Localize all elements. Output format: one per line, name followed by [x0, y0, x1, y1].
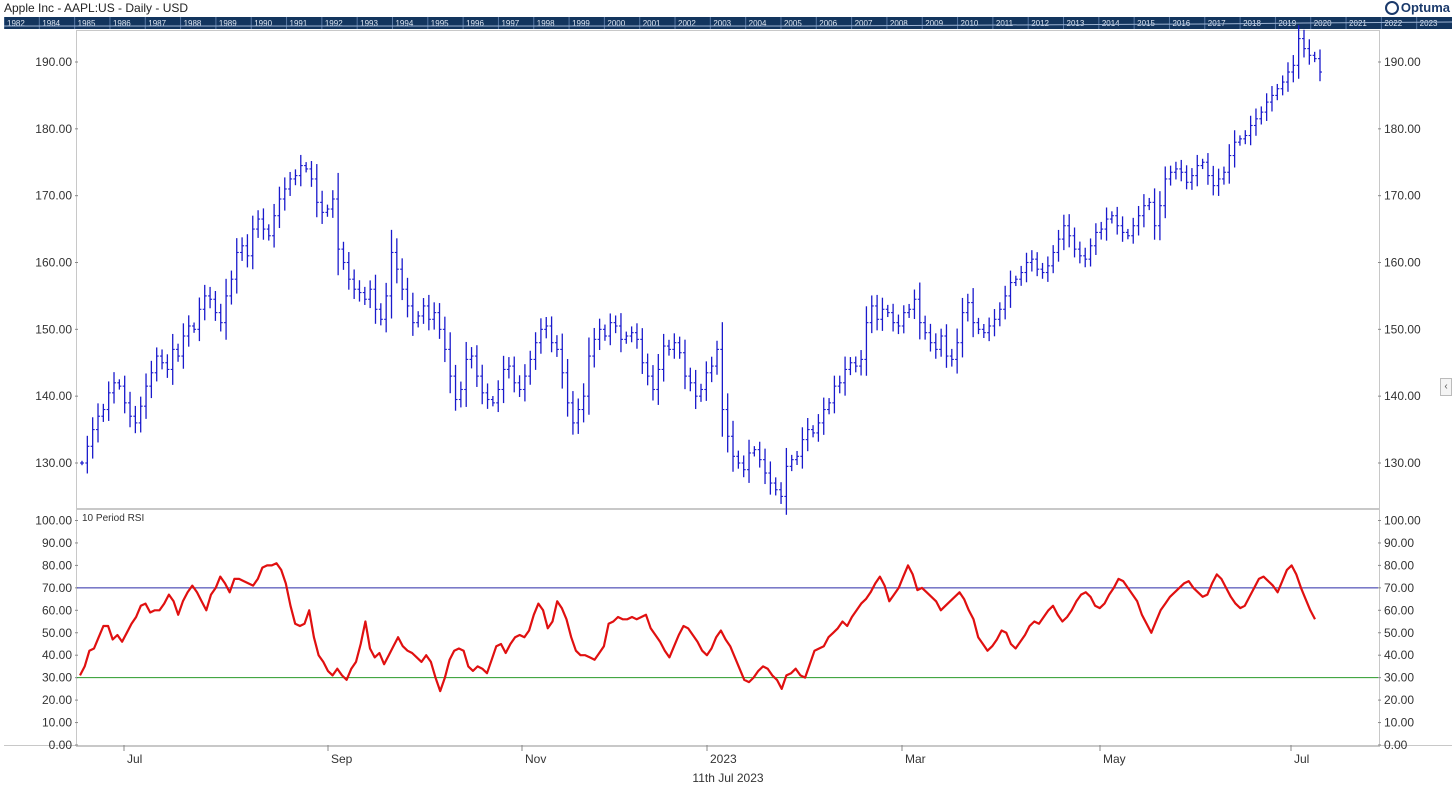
price-left-tick-label: 140.00 — [35, 389, 72, 403]
rsi-left-tick-label: 50.00 — [42, 626, 72, 640]
optuma-logo: Optuma — [1384, 0, 1450, 15]
overview-year-label: 2012 — [1031, 19, 1049, 28]
rsi-left-tick-label: 100.00 — [35, 514, 72, 528]
price-right-tick-label: 190.00 — [1384, 55, 1421, 69]
overview-year-label: 1989 — [219, 19, 237, 28]
rsi-right-tick-label: 50.00 — [1384, 626, 1414, 640]
price-panel[interactable] — [76, 30, 1380, 510]
overview-year-label: 2015 — [1137, 19, 1155, 28]
overview-year-label: 2008 — [890, 19, 908, 28]
overview-price-trace — [4, 21, 1452, 27]
rsi-left-tick-label: 10.00 — [42, 716, 72, 730]
history-overview-bar[interactable]: 1982 1984 1985 1986 1987 1988 1989 1990 1991 1992… — [4, 17, 1452, 29]
time-axis-label: Nov — [525, 752, 546, 766]
rsi-right-tick-label: 10.00 — [1384, 716, 1414, 730]
time-axis-label: Jul — [1294, 752, 1309, 766]
rsi-right-tick-label: 70.00 — [1384, 581, 1414, 595]
time-axis-label: May — [1103, 752, 1126, 766]
overview-year-label: 2009 — [925, 19, 943, 28]
overview-year-label: 1988 — [184, 19, 202, 28]
rsi-right-tick-label: 60.00 — [1384, 603, 1414, 617]
rsi-right-tick-label: 90.00 — [1384, 536, 1414, 550]
price-right-tick-label: 130.00 — [1384, 456, 1421, 470]
rsi-right-tick-label: 40.00 — [1384, 648, 1414, 662]
overview-year-label: 1997 — [501, 19, 519, 28]
rsi-left-tick-label: 30.00 — [42, 671, 72, 685]
overview-year-label: 2011 — [996, 19, 1014, 28]
price-right-tick-label: 170.00 — [1384, 189, 1421, 203]
rsi-left-tick-label: 0.00 — [49, 738, 73, 752]
overview-year-label: 1986 — [113, 19, 131, 28]
price-left-tick-label: 170.00 — [35, 189, 72, 203]
overview-year-label: 2004 — [749, 19, 767, 28]
overview-year-label: 1984 — [42, 19, 60, 28]
rsi-series-line — [79, 562, 1316, 693]
rsi-left-tick-label: 70.00 — [42, 581, 72, 595]
overview-year-label: 2014 — [1102, 19, 1120, 28]
price-right-tick-label: 180.00 — [1384, 122, 1421, 136]
rsi-left-tick-label: 90.00 — [42, 536, 72, 550]
panel-collapse-arrow-icon[interactable]: ‹ — [1440, 378, 1452, 396]
overview-year-label: 2002 — [678, 19, 696, 28]
price-left-tick-label: 130.00 — [35, 456, 72, 470]
overview-year-label: 1992 — [325, 19, 343, 28]
overview-year-label: 2020 — [1314, 19, 1332, 28]
overview-year-label: 1994 — [395, 19, 413, 28]
price-left-tick-label: 150.00 — [35, 322, 72, 336]
rsi-left-tick-label: 20.00 — [42, 693, 72, 707]
logo-text: Optuma — [1400, 0, 1450, 15]
overview-year-label: 1999 — [572, 19, 590, 28]
price-right-tick-label: 160.00 — [1384, 256, 1421, 270]
overview-year-label: 1987 — [148, 19, 166, 28]
overview-year-label: 2013 — [1067, 19, 1085, 28]
overview-year-label: 2022 — [1384, 19, 1402, 28]
rsi-right-tick-label: 20.00 — [1384, 693, 1414, 707]
overview-year-label: 2001 — [643, 19, 661, 28]
overview-year-label: 2016 — [1172, 19, 1190, 28]
overview-year-label: 1982 — [7, 19, 25, 28]
overview-year-label: 1990 — [254, 19, 272, 28]
overview-year-label: 2000 — [607, 19, 625, 28]
overview-year-label: 2007 — [855, 19, 873, 28]
chart-title: Apple Inc - AAPL:US - Daily - USD — [4, 1, 189, 15]
overview-year-label: 1998 — [537, 19, 555, 28]
overview-year-label: 1996 — [466, 19, 484, 28]
price-bars — [80, 25, 1322, 515]
time-axis-label: Sep — [331, 752, 353, 766]
rsi-panel-title: 10 Period RSI — [82, 513, 144, 524]
price-left-tick-label: 190.00 — [35, 55, 72, 69]
overview-year-label: 2006 — [819, 19, 837, 28]
rsi-left-tick-label: 40.00 — [42, 648, 72, 662]
price-right-tick-label: 150.00 — [1384, 322, 1421, 336]
logo-ring-icon — [1384, 0, 1399, 15]
rsi-left-tick-label: 60.00 — [42, 603, 72, 617]
rsi-right-tick-label: 80.00 — [1384, 558, 1414, 572]
time-axis-label: 2023 — [710, 752, 737, 766]
price-right-tick-label: 140.00 — [1384, 389, 1421, 403]
overview-year-label: 2021 — [1349, 19, 1367, 28]
overview-year-label: 1995 — [431, 19, 449, 28]
overview-year-label: 2003 — [713, 19, 731, 28]
time-axis-label: Mar — [905, 752, 926, 766]
overview-year-label: 1985 — [78, 19, 96, 28]
time-axis[interactable] — [4, 745, 1452, 768]
price-left-tick-label: 160.00 — [35, 256, 72, 270]
rsi-left-tick-label: 80.00 — [42, 558, 72, 572]
overview-year-label: 1991 — [290, 19, 308, 28]
price-left-tick-label: 180.00 — [35, 122, 72, 136]
overview-year-label: 1993 — [360, 19, 378, 28]
rsi-right-tick-label: 0.00 — [1384, 738, 1408, 752]
overview-year-label: 2010 — [961, 19, 979, 28]
rsi-panel[interactable] — [76, 508, 1380, 747]
overview-year-label: 2005 — [784, 19, 802, 28]
overview-year-label: 2023 — [1420, 19, 1438, 28]
rsi-right-tick-label: 30.00 — [1384, 671, 1414, 685]
current-date-label: 11th Jul 2023 — [692, 771, 764, 785]
history-overview-svg: 1982 1984 1985 1986 1987 1988 1989 1990 1991 1992… — [4, 17, 1452, 29]
rsi-right-tick-label: 100.00 — [1384, 514, 1421, 528]
time-axis-label: Jul — [127, 752, 142, 766]
